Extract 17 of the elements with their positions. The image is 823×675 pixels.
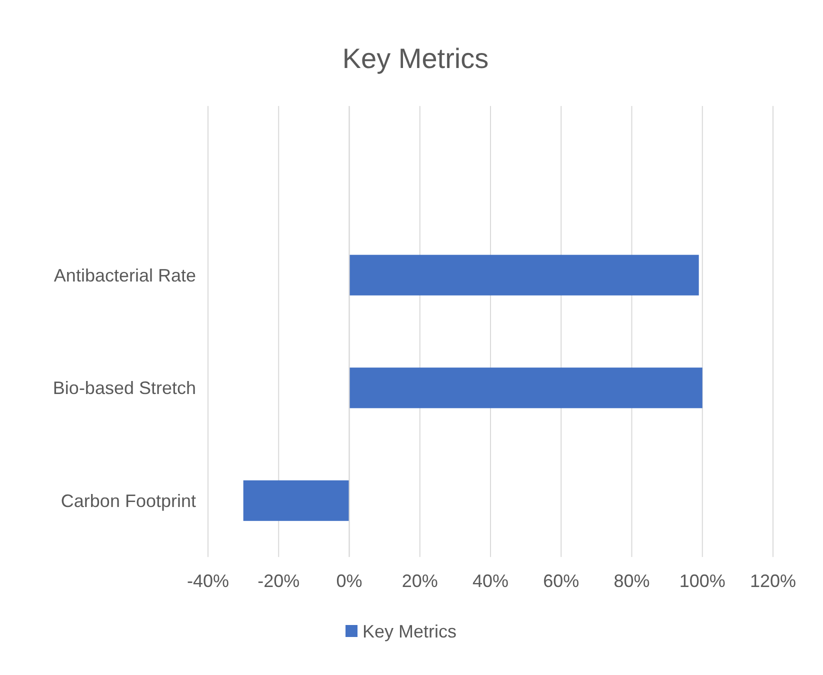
y-tick-label: Carbon Footprint [60,490,196,511]
x-tick-label: -40% [186,571,230,591]
bar [349,254,699,296]
legend-label: Key Metrics [362,621,457,642]
x-tick-label: 100% [679,571,726,591]
x-tick-label: 60% [543,571,580,591]
chart-title: Key Metrics [342,43,489,74]
x-tick-label: -20% [258,571,300,591]
bar [243,480,350,521]
x-tick-label: 40% [472,571,509,591]
y-tick-label: Antibacterial Rate [54,265,196,286]
x-tick-label: 20% [402,571,438,591]
bar [349,368,702,408]
y-tick-label: Bio-based Stretch [52,378,196,398]
x-tick-label: 120% [750,571,796,591]
x-tick-label: 0% [336,571,362,591]
x-tick-label: 80% [614,571,650,591]
